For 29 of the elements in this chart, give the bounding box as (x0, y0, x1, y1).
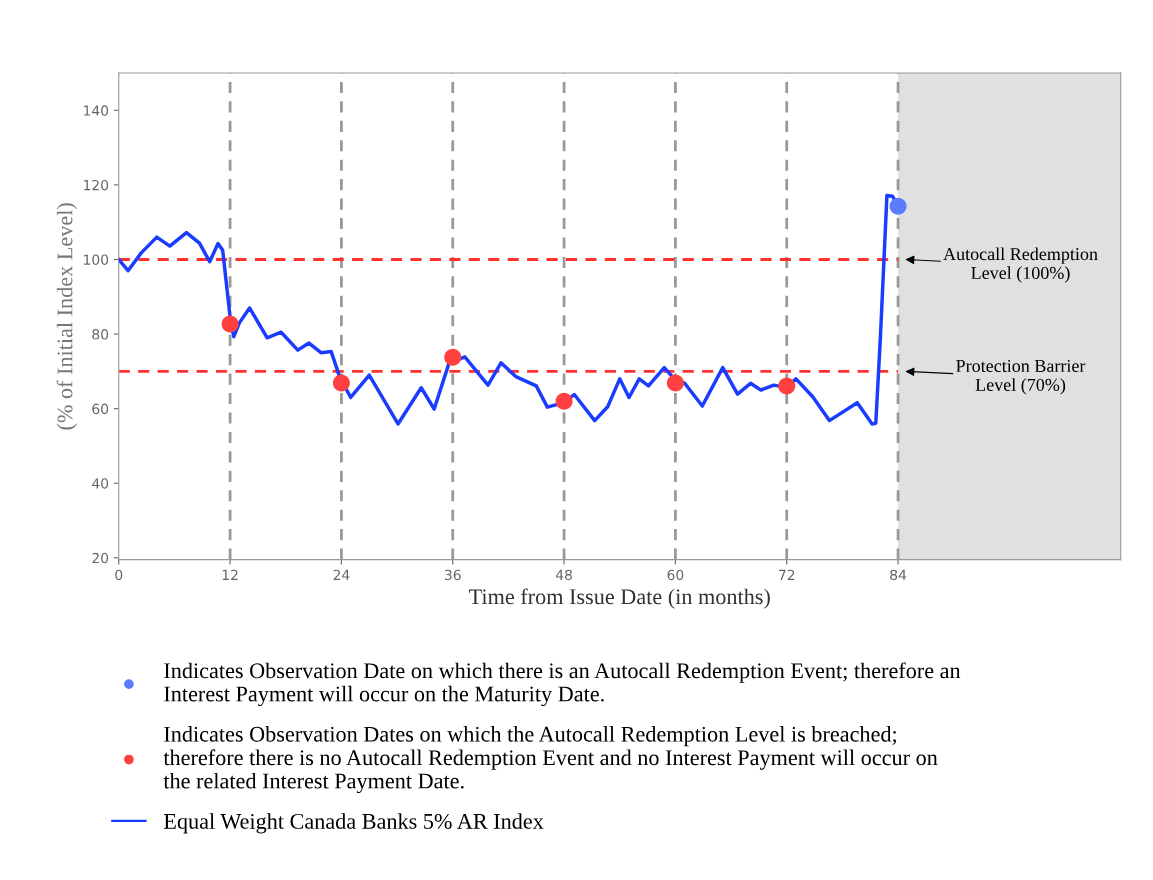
point (778, 377, 796, 395)
x-axis-title: Time from Issue Date (in months) (469, 588, 770, 609)
point (889, 197, 907, 215)
legend-label: Equal Weight Canada Banks 5% AR Index (163, 813, 544, 834)
point (666, 374, 684, 392)
y-tick-label: 140 (84, 105, 109, 116)
point (555, 392, 573, 410)
y-tick-label: 40 (92, 478, 109, 489)
y-axis-title: (% of Initial Index Level) (56, 203, 77, 430)
x-tick-label: 72 (779, 569, 795, 580)
x-tick-label: 12 (222, 569, 238, 580)
x-tick-label: 84 (890, 569, 907, 581)
x-tick-label: 24 (333, 569, 350, 580)
legend-label: Indicates Observation Dates on which the Autocall Redemption Level is breached; therefore there is no Autocall Redemption Event and no Interest Payment will occur on the related Interest Payment Date. (163, 726, 938, 794)
x-tick-label: 48 (555, 569, 572, 581)
y-tick-label: 20 (92, 552, 109, 564)
point (444, 348, 462, 366)
ref-line-label: Protection Barrier Level (70%) (956, 359, 1086, 395)
y-tick-label: 100 (84, 254, 109, 265)
x-tick-label: 0 (115, 569, 123, 581)
legend-label: Indicates Observation Date on which there is an Autocall Redemption Event; therefore an Interest Payment will occur on the Maturity Date. (164, 662, 961, 707)
x-tick-label: 60 (667, 569, 684, 581)
point (332, 374, 350, 392)
ref-line-label: Autocall Redemption Level (100%) (943, 247, 1098, 283)
x-tick-label: 36 (444, 569, 461, 581)
y-tick-label: 60 (92, 403, 109, 415)
y-tick-label: 120 (84, 179, 109, 191)
y-tick-label: 80 (92, 329, 109, 340)
point (221, 315, 239, 333)
